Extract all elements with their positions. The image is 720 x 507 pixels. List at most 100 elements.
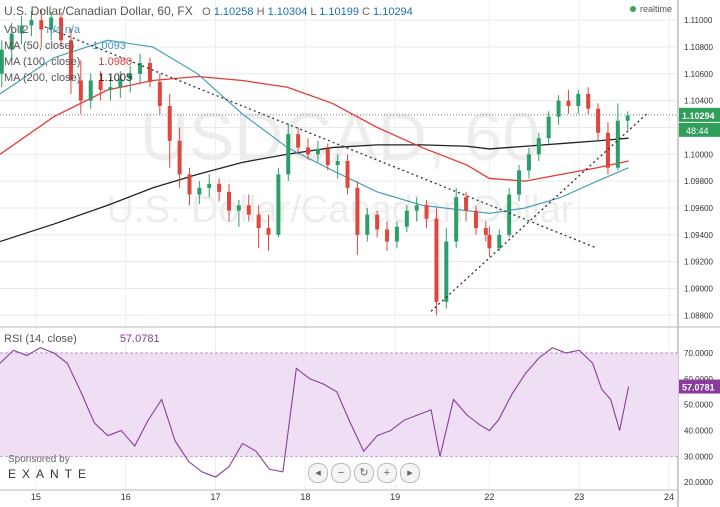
symbol-title[interactable]: U.S. Dollar/Canadian Dollar, 60, FX	[4, 4, 193, 18]
candle-body	[325, 148, 330, 166]
watermark-symbol: USDCAD, 60	[140, 99, 541, 175]
watermark-name: U.S. Dollar/Canadian Dollar	[107, 189, 574, 231]
realtime-badge: realtime	[630, 4, 672, 14]
candle-body	[497, 234, 502, 249]
candle-body	[424, 205, 429, 219]
ma50-line	[0, 39, 629, 214]
candle-body	[49, 17, 54, 30]
candle-body	[128, 73, 133, 80]
indicator-ma50[interactable]: MA (50, close) 1.0093	[4, 40, 126, 52]
candle-body	[546, 116, 551, 139]
candle-body	[19, 25, 24, 34]
candle-body	[59, 17, 64, 41]
chart-header: U.S. Dollar/Canadian Dollar, 60, FX O 1.…	[4, 4, 413, 18]
trendline	[430, 113, 648, 312]
price-tick-label: 1.10000	[684, 150, 713, 159]
candle-body	[335, 161, 340, 166]
candle-body	[483, 228, 488, 235]
time-tick-label: 17	[211, 492, 221, 502]
zoom-out-icon[interactable]: ◂	[308, 463, 328, 483]
sponsor-label: Sponsored by	[8, 454, 70, 465]
candle-body	[29, 20, 34, 26]
rsi-tick-label: 20.0000	[684, 478, 713, 487]
ma200-line	[0, 137, 629, 243]
candle-body	[517, 170, 522, 195]
candle-body	[78, 80, 83, 101]
sponsor-block[interactable]: Sponsored by EXANTE	[8, 454, 92, 481]
sponsor-brand: EXANTE	[8, 467, 93, 481]
candle-body	[345, 161, 350, 188]
candle-body	[167, 105, 172, 141]
candle-body	[256, 214, 261, 229]
candle-body	[596, 108, 601, 133]
candle-body	[9, 33, 14, 50]
time-badge-label: 48:44	[686, 126, 709, 136]
rsi-tick-label: 30.0000	[684, 452, 713, 461]
candle-body	[404, 210, 409, 227]
zoom-in-icon[interactable]: ▸	[400, 463, 420, 483]
candle-body	[414, 205, 419, 211]
candle-body	[236, 205, 241, 211]
candle-body	[138, 63, 143, 74]
indicator-ma200[interactable]: MA (200, close) 1.1005	[4, 72, 133, 84]
indicator-ma100[interactable]: MA (100, close) 1.0980	[4, 56, 133, 68]
time-tick-label: 15	[31, 492, 41, 502]
candle-body	[118, 79, 123, 88]
candle-body	[177, 140, 182, 175]
rsi-badge	[679, 379, 720, 394]
candle-body	[315, 148, 320, 155]
price-badge	[679, 107, 720, 122]
price-tick-label: 1.08800	[684, 311, 713, 320]
time-tick-label: 19	[390, 492, 400, 502]
rsi-header[interactable]: RSI (14, close) 57.0781	[4, 333, 160, 345]
realtime-dot-icon	[630, 6, 636, 12]
candle-body	[226, 191, 231, 211]
candle-body	[473, 210, 478, 229]
trendline	[44, 26, 598, 249]
reset-icon[interactable]: ↻	[354, 463, 374, 483]
candle-body	[507, 194, 512, 235]
price-tick-label: 1.09600	[684, 204, 713, 213]
price-tick-label: 1.10600	[684, 70, 713, 79]
rsi-tick-label: 40.0000	[684, 427, 713, 436]
price-tick-label: 1.10800	[684, 43, 713, 52]
candle-body	[68, 40, 73, 81]
rsi-tick-label: 70.0000	[684, 349, 713, 358]
candle-body	[217, 183, 222, 192]
candle-body	[385, 229, 390, 242]
rsi-badge-label: 57.0781	[682, 383, 715, 393]
price-tick-label: 1.09200	[684, 258, 713, 267]
candle-body	[187, 174, 192, 195]
minus-icon[interactable]: −	[331, 463, 351, 483]
candle-body	[444, 241, 449, 302]
price-tick-label: 1.09000	[684, 284, 713, 293]
candle-body	[394, 226, 399, 242]
price-tick-label: 1.10400	[684, 97, 713, 106]
candle-body	[276, 174, 281, 235]
candle-body	[576, 93, 581, 106]
indicator-vol[interactable]: Vol 2 n/a n/a	[4, 24, 81, 36]
rsi-tick-label: 60.0000	[684, 375, 713, 384]
candle-body	[464, 197, 469, 211]
zoom-controls: ◂ − ↻ + ▸	[308, 463, 420, 483]
candle-body	[207, 183, 212, 188]
candle-body	[434, 218, 439, 302]
time-tick-label: 24	[664, 492, 674, 502]
candle-body	[98, 80, 103, 90]
candle-body	[625, 115, 630, 121]
candle-body	[246, 205, 251, 215]
candle-body	[306, 147, 311, 155]
candle-body	[586, 93, 591, 109]
candle-body	[147, 63, 152, 82]
candle-body	[266, 228, 271, 235]
price-tick-label: 1.09400	[684, 231, 713, 240]
candle-body	[88, 80, 93, 101]
candle-body	[556, 100, 561, 117]
candle-body	[39, 20, 44, 30]
candle-body	[108, 87, 113, 90]
plus-icon[interactable]: +	[377, 463, 397, 483]
candle-body	[296, 134, 301, 148]
price-tick-label: 1.09800	[684, 177, 713, 186]
price-badge-label: 1.10294	[682, 111, 715, 121]
